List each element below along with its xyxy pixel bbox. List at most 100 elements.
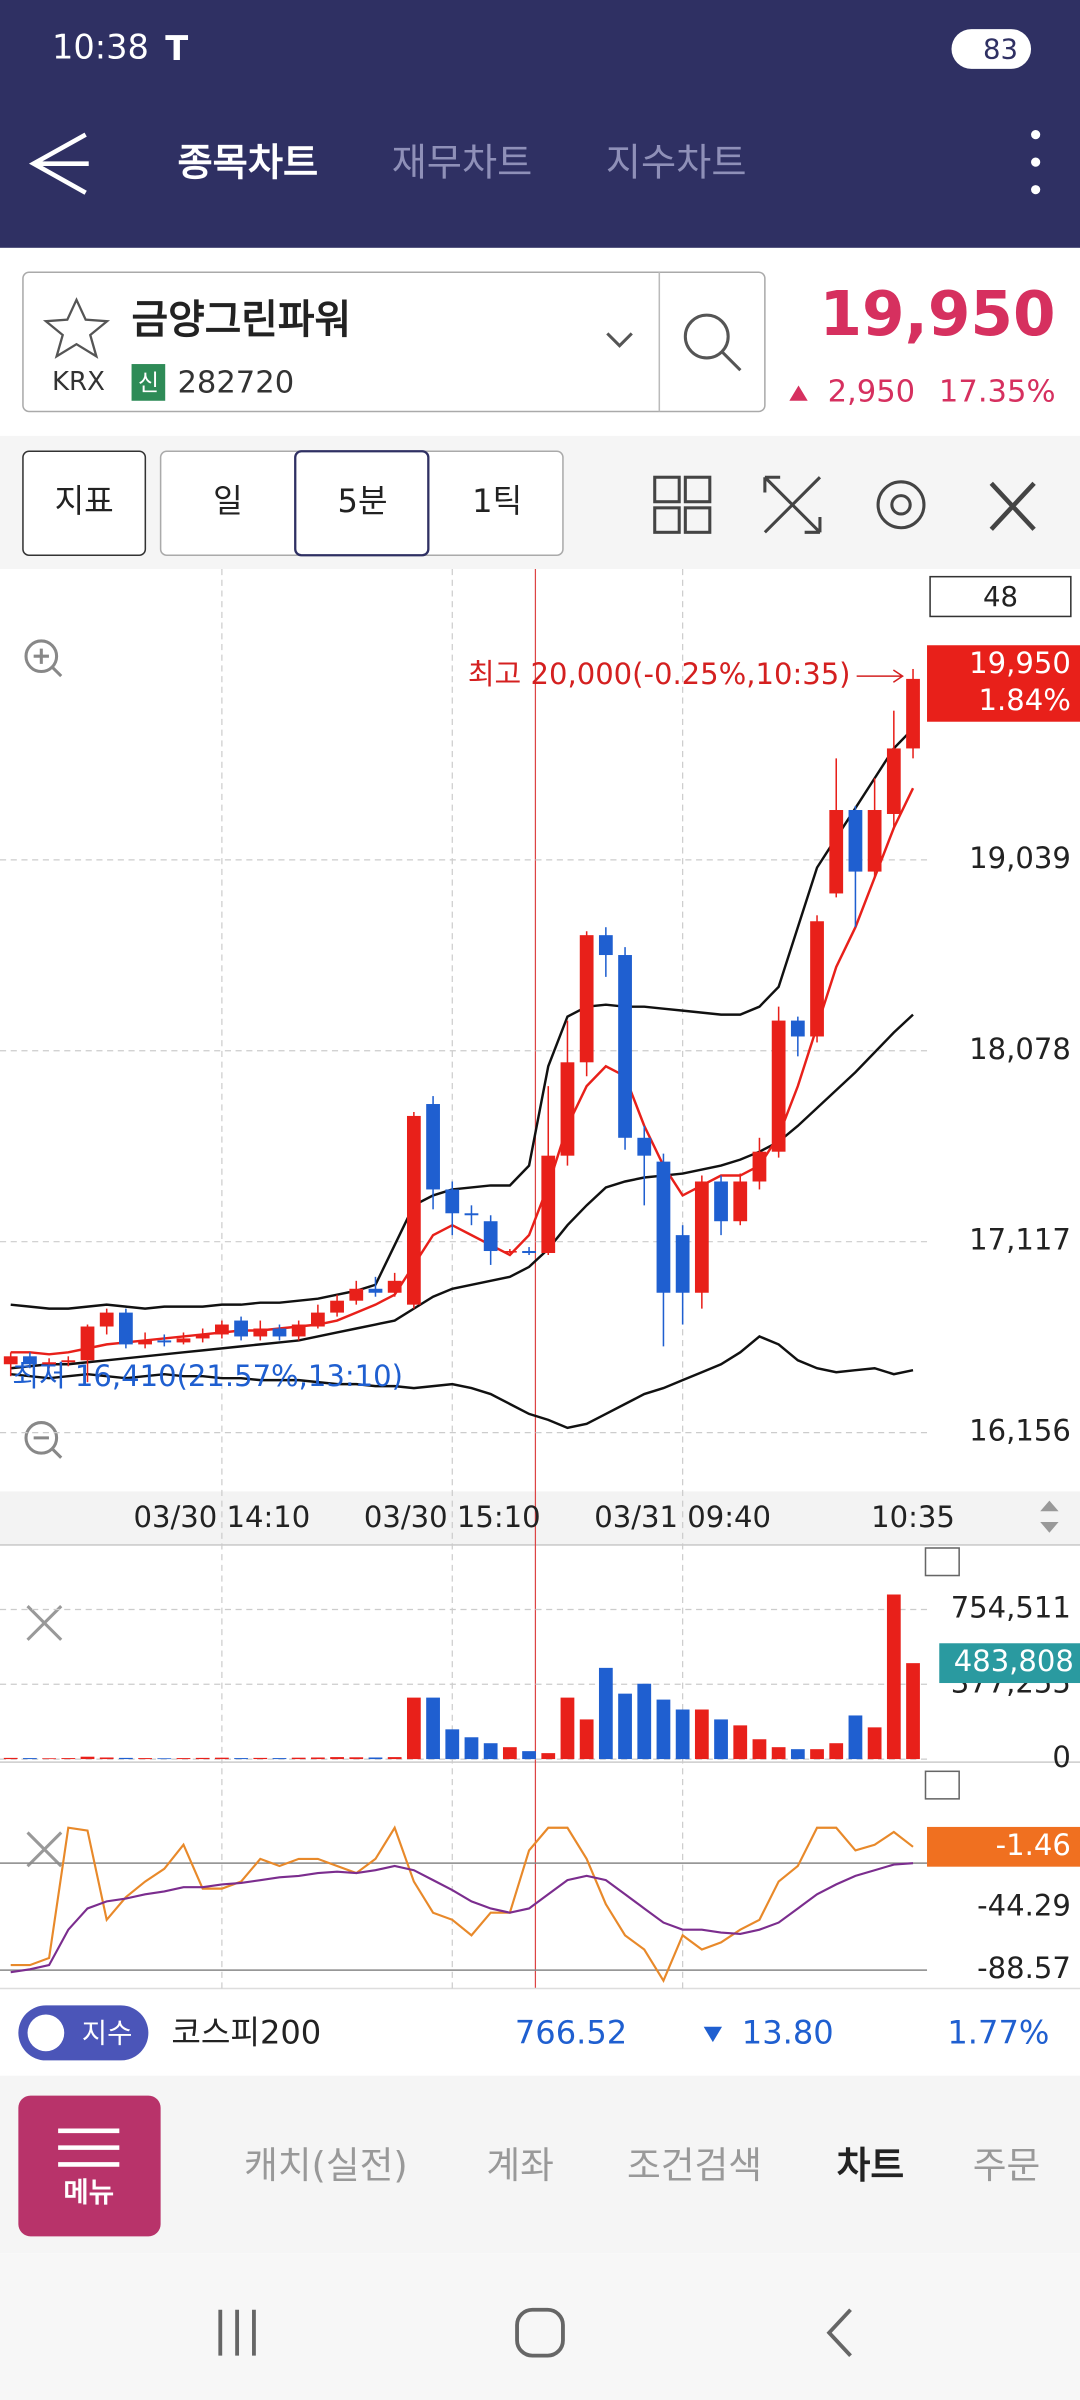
volume-bar	[61, 1758, 76, 1760]
ticker-bar	[0, 1988, 1080, 2076]
index-change: 13.80	[742, 2013, 834, 2051]
candle-body	[541, 1155, 556, 1254]
y-tick-label: 754,511	[951, 1590, 1071, 1624]
candle-body	[215, 1324, 229, 1335]
last-price: 19,950	[969, 646, 1071, 680]
y-tick-label: 17,117	[969, 1223, 1071, 1257]
carrier-icon: T	[165, 29, 188, 68]
candle-body	[195, 1334, 210, 1339]
candle-body	[675, 1235, 690, 1293]
favorite-star[interactable]	[42, 297, 111, 359]
period[interactable]: 일	[213, 482, 243, 520]
volume-bar	[694, 1709, 709, 1760]
layout-icon[interactable]	[653, 475, 712, 534]
candle-body	[886, 748, 901, 814]
nav-bar	[0, 2075, 1080, 2254]
candle-body	[310, 1312, 325, 1327]
nav-item[interactable]: 계좌	[486, 2144, 554, 2187]
index-badge-icon	[27, 2014, 65, 2052]
candle-body	[810, 921, 824, 1037]
back-button[interactable]	[28, 132, 89, 195]
search[interactable]	[683, 313, 730, 360]
volume-bar	[771, 1747, 786, 1760]
volume-bar	[733, 1725, 748, 1760]
volume-bar	[752, 1739, 767, 1760]
indicator-label: 지표	[55, 482, 114, 520]
candle-body	[23, 1356, 37, 1365]
change: 2,950	[828, 375, 916, 410]
tab-active[interactable]: 종목차트	[177, 142, 318, 186]
candle-body	[406, 1115, 421, 1305]
candle-body	[368, 1288, 383, 1293]
index-value: 766.52	[515, 2013, 627, 2051]
scroll-arrows[interactable]	[1040, 1500, 1059, 1533]
low-annotation: 최저 16,410(21.57%,13:10)	[12, 1359, 403, 1393]
tab[interactable]: 재무차트	[392, 142, 533, 186]
tools-icon[interactable]	[989, 481, 1036, 531]
candle-body	[464, 1213, 479, 1216]
period[interactable]: 5분	[338, 482, 388, 520]
volume-bar	[906, 1663, 920, 1760]
expand-icon[interactable]	[763, 475, 822, 534]
index-rate: 1.77%	[947, 2013, 1049, 2051]
credit-badge	[131, 364, 166, 401]
count-box	[929, 575, 1072, 618]
indicator-button[interactable]	[22, 450, 147, 557]
volume-bar	[810, 1749, 824, 1760]
volume-bar	[848, 1715, 863, 1760]
volume-bar	[579, 1719, 594, 1760]
more-menu[interactable]	[1031, 130, 1041, 195]
stock-name: 금양그린파워	[132, 297, 352, 343]
volume-bar	[99, 1757, 114, 1760]
home-button[interactable]	[515, 2307, 565, 2358]
candle-body	[3, 1356, 18, 1365]
candle-body	[330, 1300, 344, 1313]
candle-body	[291, 1324, 306, 1337]
close-panel[interactable]	[26, 1605, 63, 1868]
volume-bar	[215, 1757, 229, 1760]
volume-bar	[618, 1693, 632, 1760]
volume-bar	[656, 1699, 671, 1760]
candle-body	[771, 1020, 786, 1152]
candle-body	[80, 1326, 95, 1361]
series-line	[10, 1825, 914, 1983]
y-tick-label: 16,156	[969, 1414, 1071, 1448]
zoom-in[interactable]	[24, 639, 59, 674]
volume-bar	[464, 1737, 479, 1760]
index-name: 코스피200	[171, 2013, 321, 2051]
period-selected[interactable]	[294, 450, 430, 557]
volume-bar	[3, 1757, 18, 1760]
panel-menu[interactable]	[924, 1547, 960, 1577]
candle-body	[426, 1104, 440, 1190]
volume-bar	[829, 1743, 844, 1760]
candle-body	[906, 678, 920, 749]
dropdown[interactable]	[606, 332, 633, 348]
volume-bar	[157, 1758, 172, 1760]
nav-item[interactable]: 캐치(실전)	[244, 2144, 408, 2187]
candle-body	[157, 1340, 172, 1343]
recents-button[interactable]	[218, 2309, 256, 2356]
stock-box[interactable]	[22, 271, 766, 413]
candle-body	[176, 1338, 191, 1343]
nav-item[interactable]: 주문	[973, 2144, 1041, 2187]
volume-bar	[426, 1697, 440, 1760]
settings-icon[interactable]	[876, 480, 926, 530]
nav-item-active[interactable]: 차트	[837, 2144, 905, 2187]
volume-badge	[939, 1643, 1080, 1684]
menu-icon	[58, 2128, 120, 2167]
candle-body	[714, 1181, 728, 1222]
back-system[interactable]	[826, 2308, 852, 2357]
candle-body	[618, 955, 632, 1138]
volume-bar	[714, 1719, 728, 1760]
volume-bar	[483, 1743, 498, 1760]
nav-item[interactable]: 조건검색	[627, 2144, 762, 2187]
tab[interactable]: 지수차트	[606, 142, 747, 186]
stock-code: 282720	[177, 365, 294, 400]
period[interactable]: 1틱	[472, 482, 522, 520]
candle-body	[637, 1137, 652, 1156]
zoom-out[interactable]	[24, 1421, 59, 1455]
search-handle	[720, 350, 742, 372]
panel-menu[interactable]	[924, 1770, 960, 1800]
